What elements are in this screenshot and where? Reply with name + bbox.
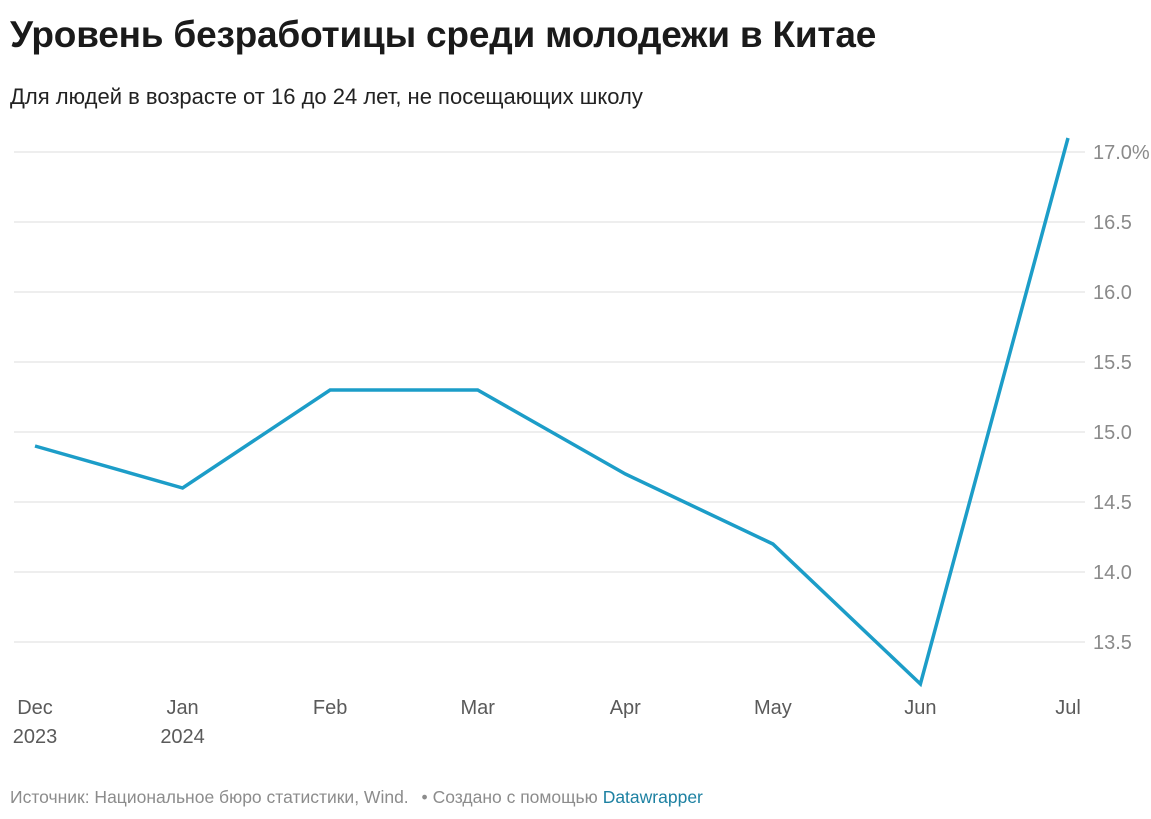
y-tick-label: 14.0 xyxy=(1093,562,1132,584)
x-tick-label: Feb xyxy=(313,697,347,719)
y-tick-label: 16.0 xyxy=(1093,282,1132,304)
y-tick-label: 13.5 xyxy=(1093,632,1132,654)
y-tick-label: 16.5 xyxy=(1093,212,1132,234)
y-tick-label: 15.0 xyxy=(1093,422,1132,444)
x-tick-label: 2024 xyxy=(160,726,205,748)
x-tick-label: Dec xyxy=(17,697,53,719)
x-tick-label: Apr xyxy=(610,697,641,719)
x-tick-label: Jul xyxy=(1055,697,1081,719)
x-tick-label: May xyxy=(754,697,792,719)
y-tick-label: 15.5 xyxy=(1093,352,1132,374)
source-text: Источник: Национальное бюро статистики, … xyxy=(10,787,409,807)
y-tick-label: 17.0% xyxy=(1093,142,1150,164)
footer: Источник: Национальное бюро статистики, … xyxy=(10,787,703,808)
x-tick-label: Mar xyxy=(460,697,495,719)
chart-subtitle: Для людей в возрасте от 16 до 24 лет, не… xyxy=(10,84,643,109)
chart-title: Уровень безработицы среди молодежи в Кит… xyxy=(10,14,877,55)
series-line xyxy=(34,137,1070,688)
x-tick-label: Jun xyxy=(904,697,936,719)
datawrapper-link[interactable]: Datawrapper xyxy=(602,787,703,807)
line-chart: 13.5 14.0 14.5 15.0 15.5 16.0 16.5 17.0% Dec 2023… xyxy=(13,137,1150,748)
x-tick-label: Jan xyxy=(166,697,198,719)
x-tick-label: 2023 xyxy=(13,726,58,748)
y-tick-label: 14.5 xyxy=(1093,492,1132,514)
footer-separator: • xyxy=(421,787,428,807)
created-with-text: Создано с помощью xyxy=(432,787,598,807)
